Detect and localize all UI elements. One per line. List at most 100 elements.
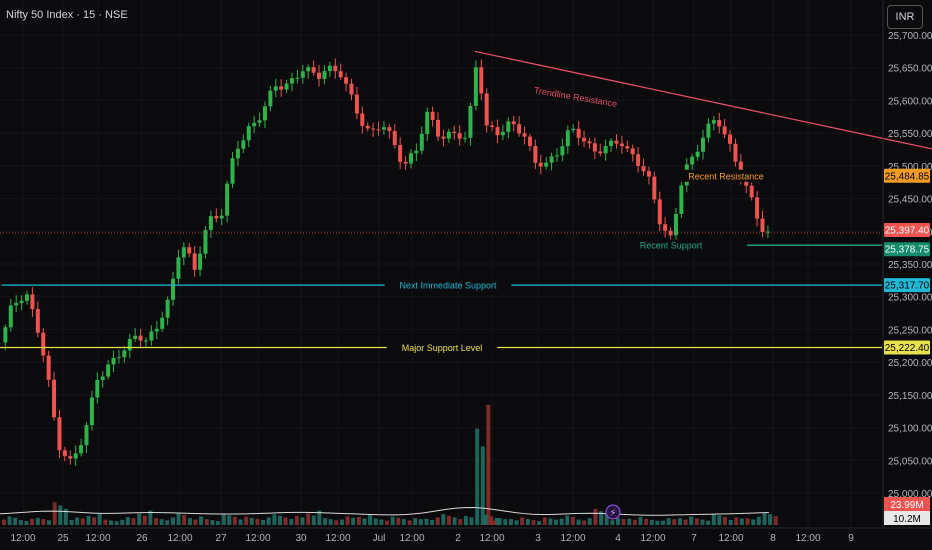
candle-body: [582, 137, 587, 142]
candle-body: [235, 148, 240, 159]
x-tick-label: 9: [848, 533, 854, 544]
price-label-last: 25,397.40: [885, 225, 930, 236]
volume-bar: [46, 520, 51, 525]
currency-button[interactable]: INR: [887, 5, 923, 29]
candle-body: [241, 140, 246, 149]
volume-bar: [494, 517, 499, 525]
candle-body: [257, 120, 262, 123]
candle-body: [646, 171, 651, 177]
candle-body: [673, 213, 678, 236]
candle-body: [30, 294, 35, 310]
annotation-label-bg: [675, 169, 777, 182]
candle-body: [252, 122, 257, 127]
candle-body: [290, 78, 295, 84]
candle-body: [695, 151, 700, 157]
y-tick-label: 25,600.00: [888, 96, 932, 107]
candle-body: [322, 71, 327, 79]
volume-bar: [80, 518, 85, 525]
candle-body: [116, 357, 121, 359]
candle-body: [506, 121, 511, 132]
candle-body: [517, 124, 522, 134]
volume-bar: [514, 520, 519, 525]
candle-body: [538, 162, 543, 167]
volume-bar: [334, 520, 339, 525]
volume-bar: [655, 520, 660, 525]
volume-bar: [384, 520, 389, 525]
candle-body: [8, 305, 13, 328]
candle-body: [533, 145, 538, 163]
candle-body: [544, 162, 549, 167]
price-label-support: 25,378.75: [885, 245, 930, 256]
volume-bar: [193, 519, 198, 525]
volume-bar: [244, 516, 249, 525]
x-tick-label: 12:00: [245, 533, 270, 544]
volume-bar: [497, 518, 502, 525]
candle-body: [565, 130, 570, 147]
volume-bar: [221, 513, 226, 525]
volume-bar: [120, 519, 125, 525]
x-tick-label: 8: [770, 533, 776, 544]
volume-last-label: 23.99M: [890, 500, 923, 511]
x-tick-label: 12:00: [10, 533, 35, 544]
volume-bar: [165, 520, 170, 525]
candle-body: [57, 417, 62, 451]
volume-bar: [75, 517, 80, 525]
volume-bar: [328, 519, 333, 525]
volume-bar: [125, 517, 130, 525]
candle-body: [279, 86, 284, 90]
volume-bar: [768, 514, 773, 525]
volume-bar: [486, 404, 491, 525]
volume-bar: [570, 516, 575, 525]
candle-body: [187, 247, 192, 254]
volume-bar: [30, 518, 35, 525]
candle-body: [636, 154, 641, 166]
volume-bar: [255, 518, 260, 525]
candle-body: [176, 257, 181, 279]
candle-body: [14, 302, 19, 306]
volume-bar: [446, 515, 451, 525]
candle-body: [598, 151, 603, 154]
volume-bar: [621, 518, 626, 525]
candle-body: [171, 278, 176, 300]
candle-body: [717, 120, 722, 127]
volume-bar: [751, 519, 756, 525]
volume-bar: [475, 428, 480, 525]
candle-body: [511, 121, 516, 125]
candle-body: [690, 156, 695, 165]
volume-bar: [582, 520, 587, 525]
candle-body: [603, 146, 608, 154]
volume-bar: [92, 517, 97, 525]
volume-bar: [489, 516, 494, 525]
candle-body: [452, 131, 457, 134]
volume-bar: [711, 513, 716, 525]
volume-bar: [728, 519, 733, 525]
annotation-label-bg: [386, 341, 498, 354]
volume-bar: [108, 520, 113, 525]
volume-bar: [379, 519, 384, 525]
volume-bar: [553, 519, 558, 525]
candle-body: [468, 105, 473, 138]
x-tick-label: 12:00: [85, 533, 110, 544]
x-tick-label: 4: [615, 533, 621, 544]
volume-avg-label: 10.2M: [893, 514, 921, 525]
candle-body: [587, 141, 592, 144]
volume-bar: [734, 517, 739, 525]
volume-bar: [604, 513, 609, 525]
candle-body: [381, 127, 386, 130]
lightning-icon: [605, 504, 621, 520]
volume-bar: [632, 519, 637, 525]
candle-body: [706, 123, 711, 138]
volume-bar: [599, 511, 604, 525]
candle-body: [371, 128, 376, 130]
price-label-bg-next-support: [884, 278, 930, 293]
candle-body: [208, 216, 213, 231]
volume-bar: [745, 518, 750, 525]
candle-body: [127, 339, 132, 351]
candle-body: [327, 65, 332, 72]
volume-bar: [249, 517, 254, 525]
candle-body: [365, 125, 370, 129]
volume-bar: [266, 517, 271, 525]
candle-body: [25, 294, 30, 301]
